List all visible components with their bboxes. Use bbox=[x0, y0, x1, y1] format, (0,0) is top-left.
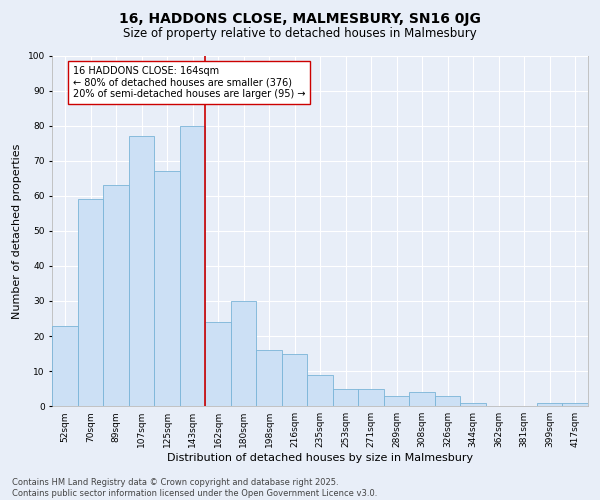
Bar bbox=[384, 396, 409, 406]
Bar bbox=[78, 200, 103, 406]
Bar bbox=[409, 392, 435, 406]
Bar bbox=[52, 326, 78, 406]
Text: Contains HM Land Registry data © Crown copyright and database right 2025.
Contai: Contains HM Land Registry data © Crown c… bbox=[12, 478, 377, 498]
X-axis label: Distribution of detached houses by size in Malmesbury: Distribution of detached houses by size … bbox=[167, 453, 473, 463]
Bar bbox=[307, 374, 333, 406]
Text: 16 HADDONS CLOSE: 164sqm
← 80% of detached houses are smaller (376)
20% of semi-: 16 HADDONS CLOSE: 164sqm ← 80% of detach… bbox=[73, 66, 305, 99]
Bar bbox=[103, 186, 129, 406]
Bar bbox=[180, 126, 205, 406]
Bar bbox=[333, 388, 358, 406]
Y-axis label: Number of detached properties: Number of detached properties bbox=[12, 143, 22, 318]
Bar bbox=[537, 402, 562, 406]
Text: Size of property relative to detached houses in Malmesbury: Size of property relative to detached ho… bbox=[123, 28, 477, 40]
Bar bbox=[358, 388, 384, 406]
Bar bbox=[256, 350, 282, 406]
Bar bbox=[282, 354, 307, 406]
Bar bbox=[435, 396, 460, 406]
Bar bbox=[460, 402, 486, 406]
Text: 16, HADDONS CLOSE, MALMESBURY, SN16 0JG: 16, HADDONS CLOSE, MALMESBURY, SN16 0JG bbox=[119, 12, 481, 26]
Bar bbox=[154, 171, 180, 406]
Bar bbox=[205, 322, 231, 406]
Bar bbox=[129, 136, 154, 406]
Bar bbox=[231, 301, 256, 406]
Bar bbox=[562, 402, 588, 406]
